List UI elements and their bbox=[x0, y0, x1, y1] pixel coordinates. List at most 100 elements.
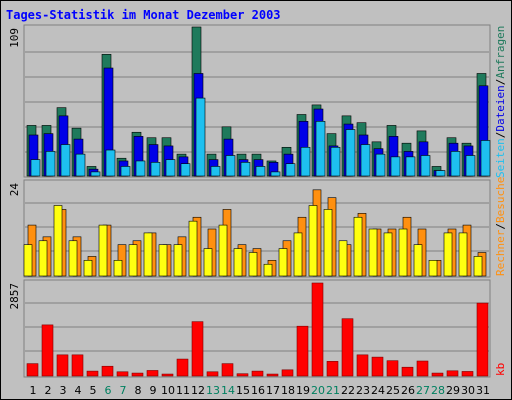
kb-bar bbox=[131, 372, 144, 377]
day-label: 17 bbox=[266, 384, 280, 397]
visits-bars bbox=[23, 189, 487, 277]
seiten-bar bbox=[105, 149, 116, 177]
visits-panel: 24 bbox=[8, 179, 491, 278]
seiten-bar bbox=[390, 156, 401, 177]
kb-bar bbox=[56, 354, 69, 377]
day-label: 22 bbox=[341, 384, 355, 397]
seiten-bar bbox=[435, 170, 446, 177]
seiten-bar bbox=[330, 146, 341, 177]
rechner-bar bbox=[98, 224, 108, 277]
rechner-bar bbox=[158, 244, 168, 277]
seiten-bar bbox=[60, 144, 71, 177]
hits-axis-max-label: 109 bbox=[8, 28, 21, 48]
day-label: 9 bbox=[150, 384, 157, 397]
day-label: 7 bbox=[120, 384, 127, 397]
seiten-bar bbox=[90, 171, 101, 177]
kb-bar bbox=[101, 365, 114, 377]
kb-bar bbox=[251, 370, 264, 377]
day-label: 3 bbox=[60, 384, 67, 397]
rechner-bar bbox=[368, 228, 378, 277]
seiten-bar bbox=[195, 97, 206, 177]
day-label: 11 bbox=[176, 384, 190, 397]
seiten-bar bbox=[150, 162, 161, 177]
seiten-bar bbox=[30, 159, 41, 177]
kb-bar bbox=[26, 363, 39, 377]
visits-panel-frame bbox=[23, 179, 491, 278]
rechner-bar bbox=[248, 252, 258, 277]
hits-legend-text: Seiten/Dateien/Anfragen bbox=[494, 26, 507, 178]
kb-bar bbox=[116, 371, 129, 377]
rechner-bar bbox=[53, 205, 63, 277]
seiten-bar bbox=[165, 159, 176, 177]
seiten-bar bbox=[375, 153, 386, 177]
day-label: 13 bbox=[206, 384, 220, 397]
kb-bar bbox=[461, 371, 474, 377]
rechner-bar bbox=[233, 248, 243, 277]
rechner-bar bbox=[143, 232, 153, 277]
day-label: 12 bbox=[191, 384, 205, 397]
seiten-bar bbox=[315, 121, 326, 177]
kb-bar bbox=[206, 371, 219, 377]
kb-bar bbox=[356, 354, 369, 377]
rechner-bar bbox=[353, 216, 363, 277]
legend-anfragen: Anfragen bbox=[494, 26, 507, 79]
rechner-bar bbox=[218, 224, 228, 277]
hits-panel-frame bbox=[23, 24, 491, 178]
rechner-bar bbox=[308, 205, 318, 277]
rechner-bar bbox=[263, 263, 273, 277]
seiten-bar bbox=[420, 155, 431, 177]
rechner-bar bbox=[428, 260, 438, 277]
kb-bar bbox=[41, 324, 54, 377]
kb-bar bbox=[191, 321, 204, 377]
legend-dateien: Dateien bbox=[494, 85, 507, 131]
hits-panel: 109 bbox=[8, 24, 491, 178]
legend-separator: / bbox=[494, 132, 507, 139]
kb-bar bbox=[446, 370, 459, 377]
day-label: 27 bbox=[416, 384, 430, 397]
kb-bar bbox=[281, 369, 294, 377]
kb-bar bbox=[416, 360, 429, 377]
seiten-bar bbox=[285, 163, 296, 177]
rechner-bar bbox=[23, 244, 33, 277]
seiten-bar bbox=[450, 151, 461, 177]
kb-bar bbox=[71, 354, 84, 377]
visits-legend-text: Rechner/Besuche bbox=[494, 177, 507, 276]
kb-bar bbox=[311, 282, 324, 377]
seiten-bar bbox=[120, 166, 131, 177]
kb-bar bbox=[176, 358, 189, 377]
legend-rechner: Rechner bbox=[494, 229, 507, 276]
day-label: 2 bbox=[45, 384, 52, 397]
seiten-bar bbox=[255, 166, 266, 177]
kb-legend: kb bbox=[494, 363, 507, 376]
rechner-bar bbox=[128, 244, 138, 277]
day-label: 24 bbox=[371, 384, 385, 397]
day-label: 6 bbox=[105, 384, 112, 397]
rechner-bar bbox=[203, 248, 213, 277]
seiten-bar bbox=[345, 129, 356, 177]
kb-bars bbox=[26, 282, 489, 377]
kb-axis-max-label: 2857 bbox=[8, 283, 21, 310]
kb-bar bbox=[86, 370, 99, 377]
day-label: 23 bbox=[356, 384, 370, 397]
day-label: 30 bbox=[461, 384, 475, 397]
rechner-bar bbox=[173, 244, 183, 277]
seiten-bar bbox=[75, 153, 86, 177]
rechner-bar bbox=[38, 240, 48, 277]
rechner-bar bbox=[278, 248, 288, 277]
rechner-bar bbox=[323, 209, 333, 277]
day-label: 1 bbox=[30, 384, 37, 397]
rechner-bar bbox=[68, 240, 78, 277]
legend-besuche: Besuche bbox=[494, 177, 507, 223]
day-label: 19 bbox=[296, 384, 310, 397]
day-label: 29 bbox=[446, 384, 460, 397]
kb-bar bbox=[266, 373, 279, 377]
kb-bar bbox=[326, 361, 339, 377]
kb-bar bbox=[371, 356, 384, 377]
rechner-bar bbox=[83, 260, 93, 277]
seiten-bar bbox=[225, 155, 236, 177]
rechner-bar bbox=[383, 232, 393, 277]
kb-bar bbox=[146, 370, 159, 377]
rechner-bar bbox=[293, 232, 303, 277]
seiten-bar bbox=[240, 162, 251, 177]
